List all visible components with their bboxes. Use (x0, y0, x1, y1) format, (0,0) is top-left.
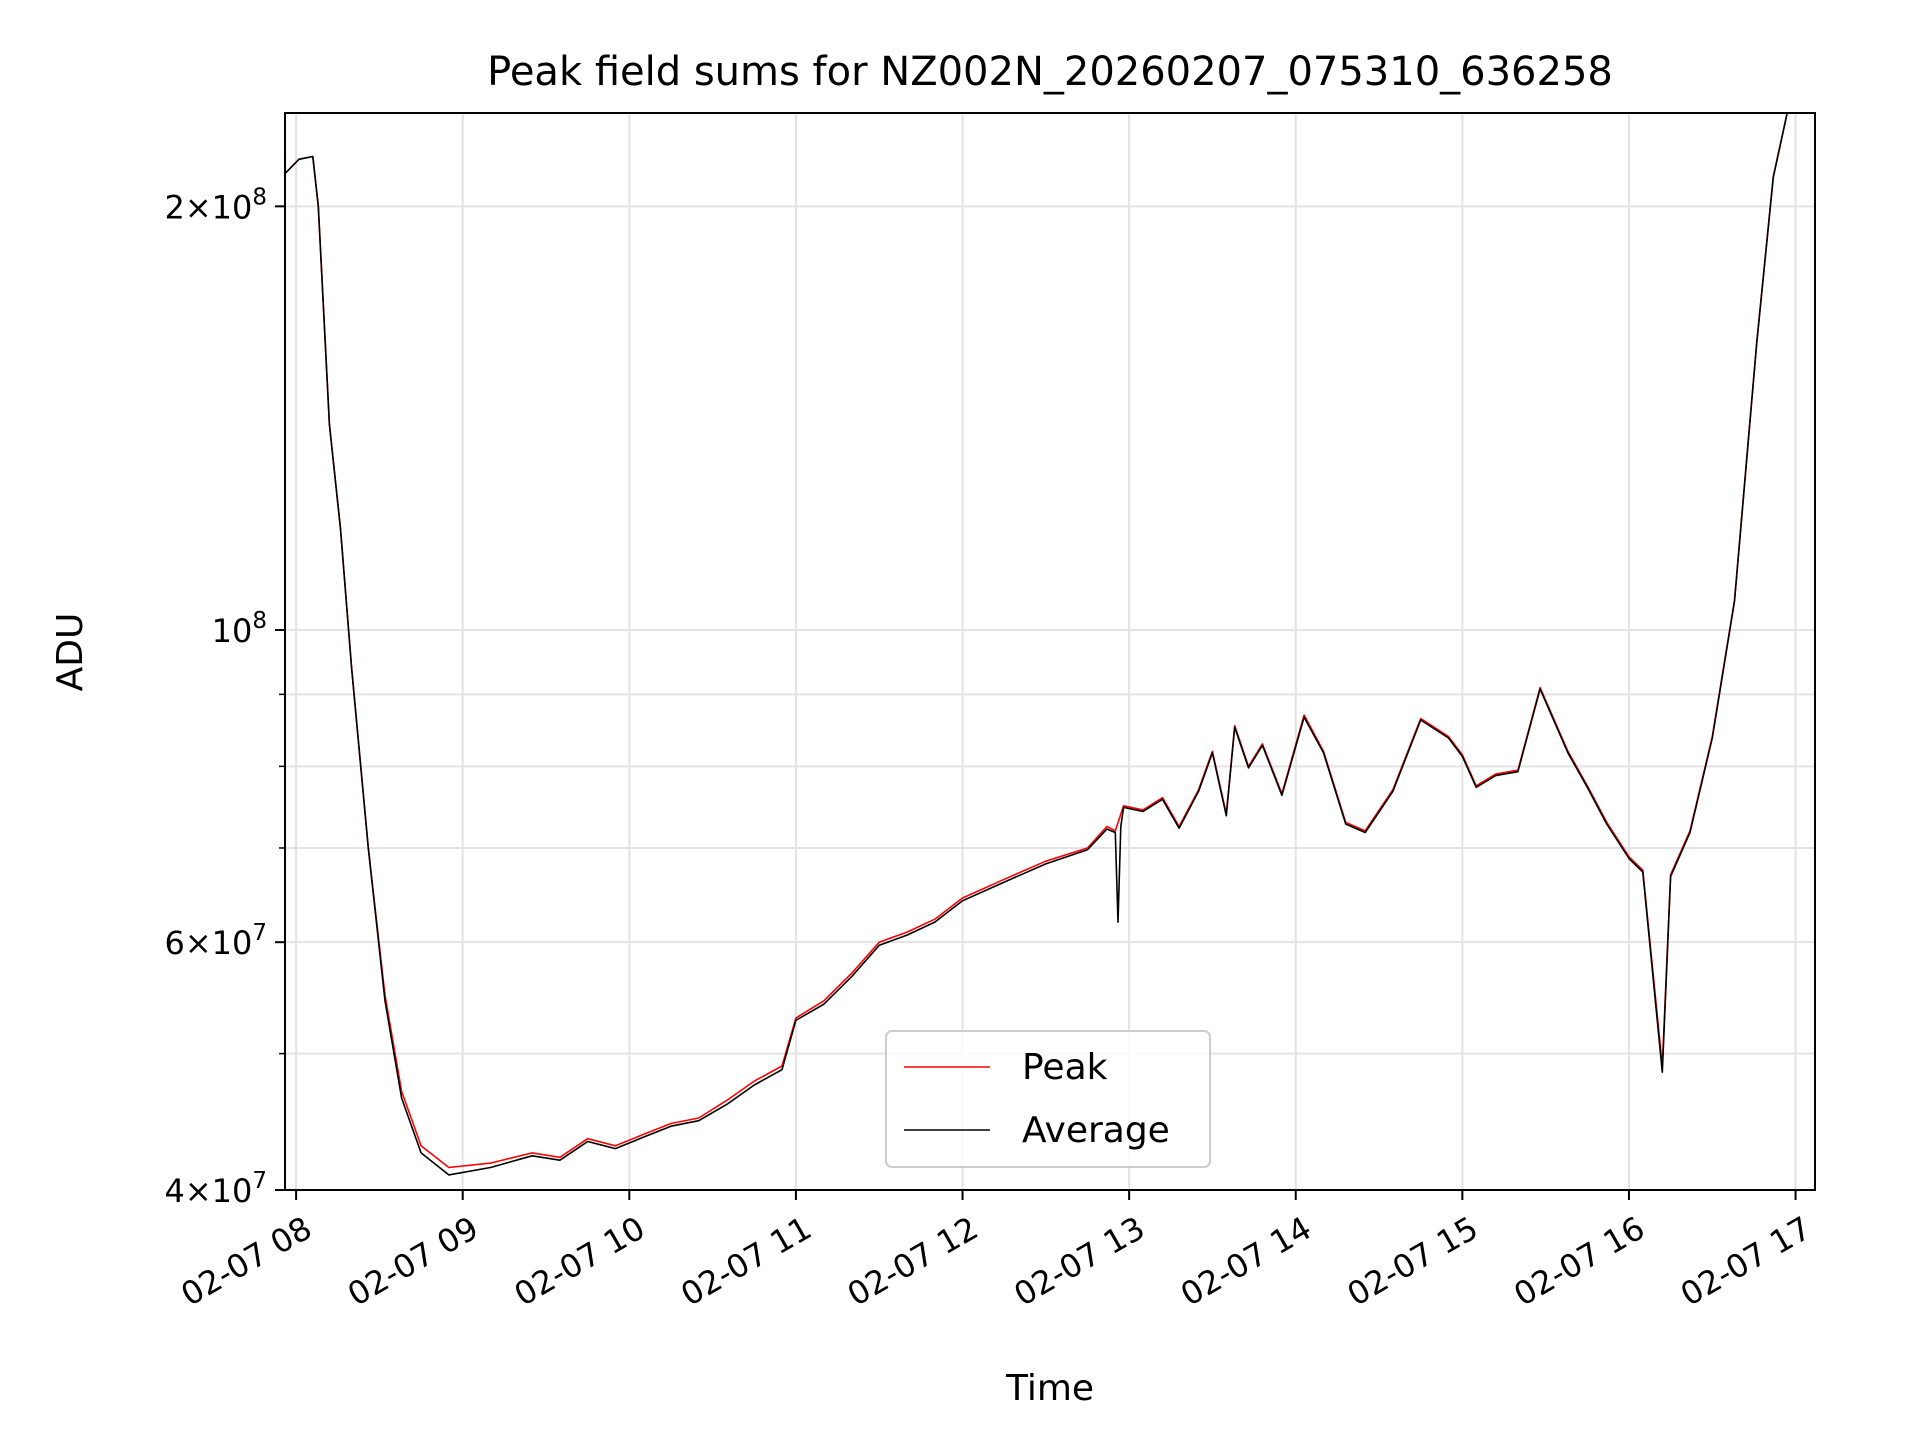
legend-label-average: Average (1022, 1110, 1170, 1151)
legend-box (885, 1030, 1211, 1168)
x-axis-label: Time (1005, 1368, 1094, 1409)
legend-label-peak: Peak (1022, 1047, 1108, 1088)
series-layer (285, 113, 1788, 1176)
chart-title: Peak field sums for NZ002N_20260207_0753… (487, 49, 1613, 95)
legend: Peak Average (885, 1030, 1211, 1168)
y-tick-label: 4×107 (164, 1168, 267, 1210)
y-tick-label: 2×108 (164, 184, 267, 226)
y-axis-label: ADU (50, 613, 91, 692)
y-tick-label: 6×107 (164, 920, 267, 962)
series-line-average (285, 113, 1788, 1176)
y-tick-label: 108 (212, 608, 267, 650)
plot-frame (284, 112, 1816, 1191)
